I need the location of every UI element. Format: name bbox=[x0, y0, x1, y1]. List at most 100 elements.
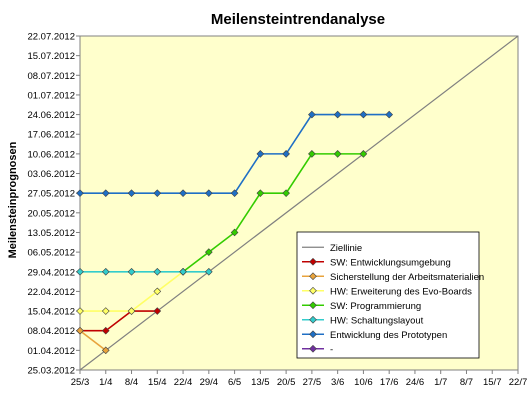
data-point bbox=[333, 150, 342, 158]
data-point bbox=[101, 189, 110, 198]
legend-label: Ziellinie bbox=[330, 243, 362, 254]
legend-label: Entwicklung des Prototypen bbox=[330, 330, 447, 341]
series-Ziellinie bbox=[79, 35, 519, 371]
data-point bbox=[153, 307, 162, 315]
data-point bbox=[359, 110, 368, 119]
x-tick-label: 3/6 bbox=[331, 377, 344, 388]
x-tick-label: 20/5 bbox=[277, 377, 296, 388]
x-tick-label: 13/5 bbox=[251, 377, 270, 388]
x-tick-label: 1/7 bbox=[434, 377, 447, 388]
data-point bbox=[282, 150, 290, 158]
series-HW: Erweiterung des Evo-Boards bbox=[76, 267, 187, 315]
data-point bbox=[230, 189, 239, 198]
series-Sicherstellung der Arbeitsmaterialien bbox=[76, 326, 110, 355]
data-point bbox=[204, 248, 213, 256]
data-point bbox=[256, 189, 265, 198]
data-point bbox=[76, 326, 84, 335]
legend-item: Sicherstellung der Arbeitsmaterialien bbox=[302, 272, 484, 283]
data-point bbox=[282, 189, 290, 198]
data-point bbox=[101, 326, 110, 335]
data-point bbox=[127, 307, 136, 315]
data-point bbox=[308, 150, 316, 158]
x-tick-label: 25/3 bbox=[71, 377, 90, 388]
y-tick-label: 20.05.2012 bbox=[27, 208, 75, 219]
data-point bbox=[101, 307, 110, 315]
data-point bbox=[309, 257, 317, 266]
series-layer bbox=[76, 35, 519, 371]
y-tick-label: 08.04.2012 bbox=[27, 326, 75, 337]
data-point bbox=[179, 189, 187, 198]
y-tick-label: 15.07.2012 bbox=[27, 51, 75, 62]
x-tick-label: 10/6 bbox=[354, 377, 373, 388]
legend-item: Ziellinie bbox=[302, 243, 362, 254]
y-tick-label: 25.03.2012 bbox=[27, 366, 75, 377]
chart-title: Meilensteintrendanalyse bbox=[211, 11, 385, 28]
series-Entwicklung des Prototypen bbox=[76, 110, 394, 198]
data-point bbox=[385, 110, 394, 119]
data-point bbox=[230, 228, 239, 237]
y-axis-label: Meilensteinprognosen bbox=[7, 141, 19, 258]
x-tick-label: 17/6 bbox=[380, 377, 399, 388]
data-point bbox=[256, 150, 265, 158]
y-tick-label: 08.07.2012 bbox=[27, 71, 75, 82]
x-tick-label: 8/7 bbox=[460, 377, 473, 388]
data-point bbox=[76, 307, 84, 315]
y-tick-label: 01.07.2012 bbox=[27, 90, 75, 101]
data-point bbox=[308, 110, 316, 119]
legend-item: HW: Schaltungslayout bbox=[302, 315, 424, 326]
x-tick-label: 8/4 bbox=[125, 377, 138, 388]
legend-item: - bbox=[302, 344, 333, 355]
legend-label: HW: Erweiterung des Evo-Boards bbox=[330, 286, 472, 297]
y-tick-label: 17.06.2012 bbox=[27, 130, 75, 141]
y-tick-label: 29.04.2012 bbox=[27, 267, 75, 278]
y-tick-label: 22.04.2012 bbox=[27, 287, 75, 298]
series-line bbox=[80, 310, 158, 332]
data-point bbox=[101, 346, 110, 355]
data-point bbox=[153, 287, 162, 296]
y-tick-label: 13.05.2012 bbox=[27, 228, 75, 239]
y-tick-label: 22.07.2012 bbox=[27, 32, 75, 43]
series-line bbox=[79, 330, 107, 351]
data-point bbox=[309, 315, 317, 324]
data-point bbox=[309, 330, 317, 339]
data-point bbox=[333, 110, 342, 119]
data-point bbox=[309, 272, 317, 281]
x-tick-label: 24/6 bbox=[406, 377, 425, 388]
legend-item: Entwicklung des Prototypen bbox=[302, 330, 447, 341]
data-point bbox=[101, 267, 110, 276]
series-line bbox=[79, 35, 519, 371]
y-tick-label: 01.04.2012 bbox=[27, 346, 75, 357]
data-point bbox=[127, 189, 136, 198]
legend-box bbox=[296, 231, 480, 359]
x-tick-label: 6/5 bbox=[228, 377, 241, 388]
data-point bbox=[309, 344, 317, 353]
x-tick-label: 22/4 bbox=[174, 377, 193, 388]
legend: Ziellinie SW: Entwicklungsumgebung Sichers… bbox=[296, 231, 484, 359]
data-point bbox=[309, 301, 317, 310]
data-point bbox=[76, 267, 84, 276]
series-line bbox=[182, 153, 364, 273]
y-tick-label: 27.05.2012 bbox=[27, 189, 75, 200]
legend-label: HW: Schaltungslayout bbox=[330, 315, 424, 326]
data-point bbox=[204, 189, 213, 198]
x-tick-label: 15/4 bbox=[148, 377, 167, 388]
data-point bbox=[127, 267, 136, 276]
legend-item: SW: Programmierung bbox=[302, 301, 421, 312]
y-tick-label: 10.06.2012 bbox=[27, 149, 75, 160]
legend-item: HW: Erweiterung des Evo-Boards bbox=[302, 286, 472, 297]
x-tick-label: 15/7 bbox=[483, 377, 502, 388]
data-point bbox=[309, 286, 317, 295]
x-tick-label: 29/4 bbox=[200, 377, 219, 388]
legend-label: SW: Entwicklungsumgebung bbox=[330, 257, 451, 268]
axes: 25/3 1/4 8/4 15/4 22/4 29/4 6/5 13/5 20/5 27/5 3/6… bbox=[27, 32, 527, 389]
legend-label: SW: Programmierung bbox=[330, 301, 421, 312]
x-tick-label: 27/5 bbox=[303, 377, 322, 388]
series-HW: Schaltungslayout bbox=[76, 267, 213, 276]
x-tick-label: 1/4 bbox=[99, 377, 112, 388]
data-point bbox=[153, 189, 162, 198]
data-point bbox=[359, 150, 368, 158]
y-tick-label: 06.05.2012 bbox=[27, 248, 75, 259]
data-point bbox=[76, 189, 84, 198]
data-point bbox=[204, 267, 213, 276]
